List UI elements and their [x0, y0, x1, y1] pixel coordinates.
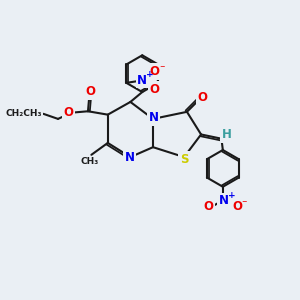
Text: O: O [197, 91, 208, 104]
Text: N: N [148, 111, 159, 124]
Text: ⁻: ⁻ [242, 199, 247, 209]
Text: CH₃: CH₃ [81, 157, 99, 166]
Text: N: N [125, 151, 135, 164]
Text: +: + [146, 70, 153, 80]
Text: O: O [204, 200, 214, 213]
Text: +: + [227, 191, 235, 200]
Text: S: S [180, 152, 188, 166]
Text: O: O [86, 85, 96, 98]
Text: ⁻: ⁻ [159, 64, 164, 74]
Text: O: O [64, 106, 74, 118]
Text: CH₂CH₃: CH₂CH₃ [5, 109, 42, 118]
Text: O: O [149, 83, 159, 96]
Text: O: O [149, 65, 159, 78]
Text: O: O [232, 200, 242, 213]
Text: N: N [219, 194, 229, 207]
Text: H: H [222, 128, 232, 141]
Text: N: N [137, 74, 147, 86]
